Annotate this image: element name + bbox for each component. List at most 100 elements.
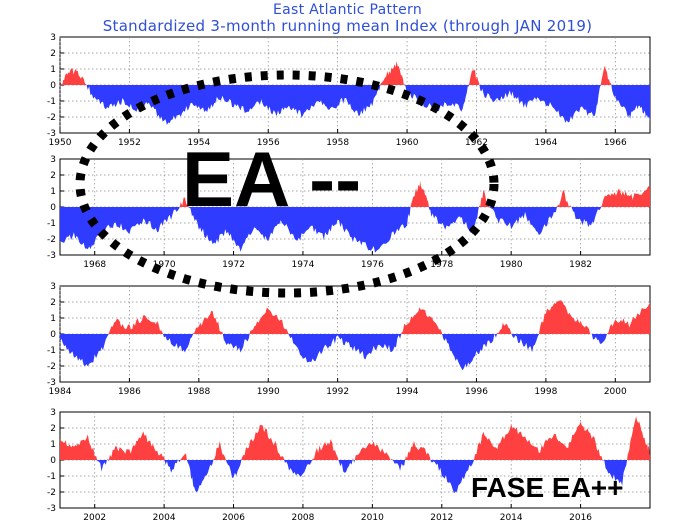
chart-title: East Atlantic Pattern	[272, 2, 422, 18]
data-point	[632, 197, 633, 198]
x-tick-label: 1956	[257, 138, 280, 148]
x-tick-label: 1992	[326, 387, 349, 397]
x-tick-label: 1968	[83, 260, 106, 270]
y-tick-label: 2	[50, 171, 56, 181]
x-tick-label: 2010	[361, 513, 384, 523]
x-tick-label: 1970	[153, 260, 176, 270]
y-tick-label: 1	[50, 314, 56, 324]
x-tick-label: 2012	[430, 513, 453, 523]
y-tick-label: -1	[47, 219, 56, 229]
data-point	[191, 104, 192, 105]
y-tick-label: 0	[50, 330, 56, 340]
y-tick-label: 3	[50, 408, 56, 418]
x-tick-label: 2002	[83, 513, 106, 523]
x-tick-label: 1964	[534, 138, 557, 148]
data-point	[552, 434, 553, 435]
data-point	[601, 346, 602, 347]
x-tick-label: 1996	[465, 387, 488, 397]
positive-area-series	[60, 416, 650, 460]
data-point	[476, 353, 477, 354]
data-point	[538, 450, 539, 451]
x-tick-label: 1976	[361, 260, 384, 270]
data-point	[448, 346, 449, 347]
data-point	[195, 491, 196, 492]
x-tick-label: 1974	[291, 260, 314, 270]
negative-area-series	[60, 207, 650, 253]
data-point	[94, 99, 95, 100]
y-tick-label: 1	[50, 187, 56, 197]
negative-area-series	[60, 334, 650, 371]
x-tick-label: 1958	[326, 138, 349, 148]
x-tick-label: 2008	[291, 513, 314, 523]
data-point	[434, 319, 435, 320]
data-point	[379, 251, 380, 252]
data-point	[524, 105, 525, 106]
y-tick-label: -3	[47, 378, 56, 388]
x-tick-label: 1952	[118, 138, 141, 148]
positive-area-series	[60, 300, 650, 334]
y-tick-label: -1	[47, 346, 56, 356]
data-point	[164, 123, 165, 124]
negative-area-series	[60, 460, 650, 494]
data-point	[504, 324, 505, 325]
y-tick-label: 1	[50, 65, 56, 75]
y-tick-label: -2	[47, 235, 56, 245]
y-tick-label: 0	[50, 81, 56, 91]
y-tick-label: -2	[47, 113, 56, 123]
fase-ea-plus-annotation: FASE EA++	[471, 472, 624, 503]
data-point	[212, 245, 213, 246]
x-tick-label: 1962	[465, 138, 488, 148]
data-point	[406, 321, 407, 322]
data-point	[177, 116, 178, 117]
x-tick-label: 1990	[257, 387, 280, 397]
x-tick-label: 2006	[222, 513, 245, 523]
data-point	[80, 75, 81, 76]
data-point	[365, 245, 366, 246]
data-point	[295, 346, 296, 347]
x-tick-label: 2014	[500, 513, 523, 523]
y-tick-label: -3	[47, 251, 56, 261]
chart-subtitle: Standardized 3-month running mean Index …	[102, 17, 593, 35]
dotted-ellipse-overlay	[75, 70, 499, 298]
y-tick-label: -1	[47, 472, 56, 482]
data-point	[629, 324, 630, 325]
y-tick-label: -3	[47, 504, 56, 514]
data-point	[330, 108, 331, 109]
x-tick-label: 1966	[604, 138, 627, 148]
negative-area-series	[60, 85, 650, 125]
x-tick-label: 1988	[187, 387, 210, 397]
y-tick-label: 0	[50, 456, 56, 466]
x-tick-label: 2004	[153, 513, 176, 523]
y-tick-label: 2	[50, 49, 56, 59]
x-tick-label: 1982	[569, 260, 592, 270]
data-point	[420, 308, 421, 309]
y-tick-label: 1	[50, 440, 56, 450]
data-point	[577, 219, 578, 220]
x-tick-label: 2016	[569, 513, 592, 523]
y-tick-label: 2	[50, 298, 56, 308]
data-point	[198, 324, 199, 325]
data-point	[122, 100, 123, 101]
y-tick-label: -3	[47, 129, 56, 139]
x-tick-label: 1984	[49, 387, 72, 397]
y-tick-label: -2	[47, 488, 56, 498]
y-tick-label: 2	[50, 424, 56, 434]
ea-minus-annotation: EA --	[182, 135, 361, 223]
y-tick-label: 0	[50, 203, 56, 213]
panel-2: 3 2 1 0 -1 -2 -3 1968 1970 1972 1974 1976 1978 1980 19…	[47, 155, 651, 270]
x-tick-label: 1986	[118, 387, 141, 397]
x-tick-label: 1980	[500, 260, 523, 270]
data-point	[636, 415, 637, 416]
y-tick-label: -1	[47, 97, 56, 107]
data-point	[254, 229, 255, 230]
x-tick-label: 1972	[222, 260, 245, 270]
data-point	[247, 447, 248, 448]
data-point	[233, 479, 234, 480]
data-point	[524, 214, 525, 215]
y-tick-label: -2	[47, 362, 56, 372]
data-point	[566, 123, 567, 124]
x-tick-label: 1994	[396, 387, 419, 397]
